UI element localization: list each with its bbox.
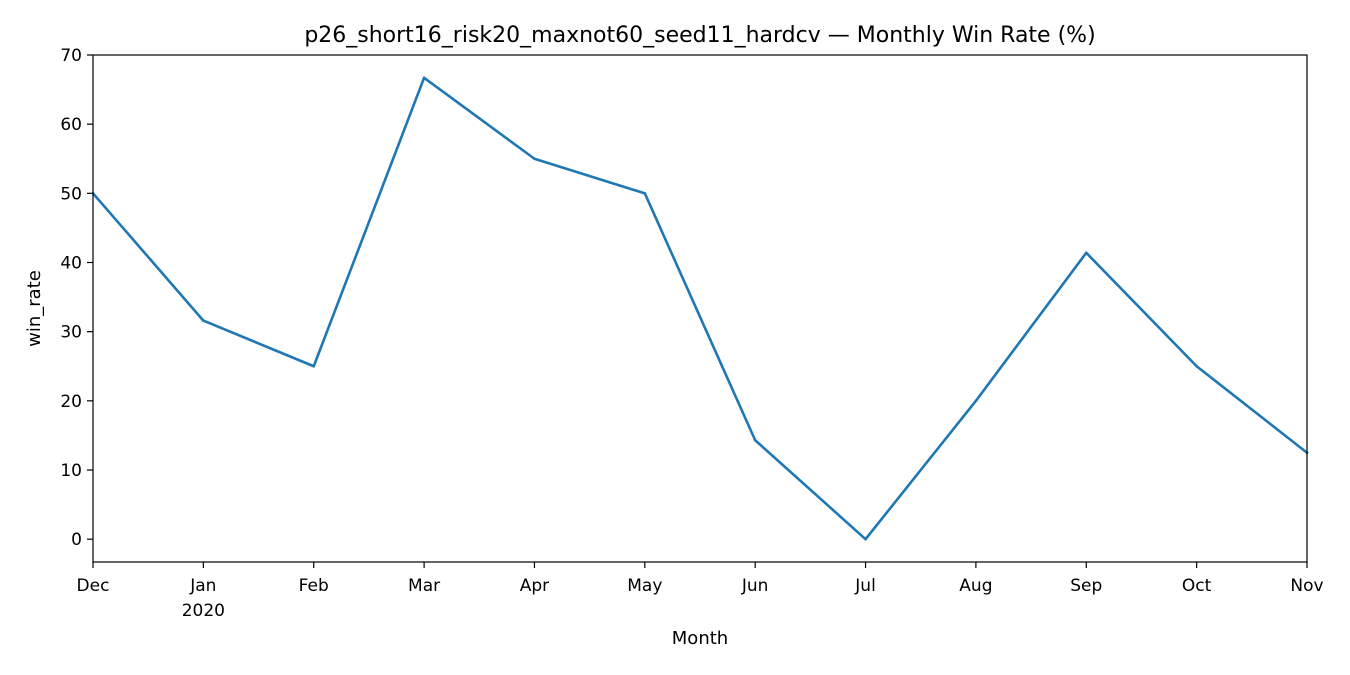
series-line <box>91 76 1309 541</box>
data-point <box>202 319 205 322</box>
x-tick-label: Aug <box>959 576 992 596</box>
x-axis-ticks: Dec Jan 2020 Feb Mar Apr May Jun Jul Aug Sep Oct Nov <box>77 562 1324 621</box>
y-tick-label: 10 <box>60 461 82 481</box>
data-point <box>312 364 316 368</box>
x-tick-label: May <box>627 576 662 596</box>
data-point <box>422 76 426 80</box>
y-axis-label: win_rate <box>24 270 45 347</box>
y-tick-label: 0 <box>71 530 82 550</box>
data-point <box>974 399 978 403</box>
data-point <box>643 192 647 195</box>
x-tick-label: Jun <box>741 576 769 596</box>
x-tick-label: Oct <box>1182 576 1212 596</box>
data-point <box>1195 364 1198 368</box>
y-tick-label: 20 <box>60 392 82 412</box>
x-tick-label: Dec <box>77 576 110 596</box>
x-tick-label: Apr <box>520 576 549 596</box>
data-point <box>533 157 536 161</box>
x-tick-label: Nov <box>1290 576 1323 596</box>
data-point <box>864 537 867 541</box>
x-tick-label: Mar <box>408 576 440 596</box>
data-point <box>1084 251 1088 255</box>
y-tick-label: 30 <box>60 323 82 343</box>
plot-area-frame <box>92 54 1308 563</box>
x-tick-label: Sep <box>1070 576 1102 596</box>
y-tick-label: 70 <box>60 46 82 66</box>
x-tick-label: Jul <box>854 576 876 596</box>
y-tick-label: 50 <box>60 184 82 204</box>
y-axis-ticks: 0 10 20 30 40 50 60 70 <box>60 46 93 550</box>
chart-title: p26_short16_risk20_maxnot60_seed11_hardc… <box>304 23 1095 48</box>
y-tick-label: 60 <box>60 115 82 135</box>
y-tick-label: 40 <box>60 254 82 274</box>
x-tick-label: Feb <box>299 576 329 596</box>
x-axis-label: Month <box>672 628 728 649</box>
x-tick-label: Jan <box>189 576 216 596</box>
x-tick-year-label: 2020 <box>182 601 225 621</box>
series-layer <box>91 76 1309 541</box>
data-point <box>753 438 757 442</box>
